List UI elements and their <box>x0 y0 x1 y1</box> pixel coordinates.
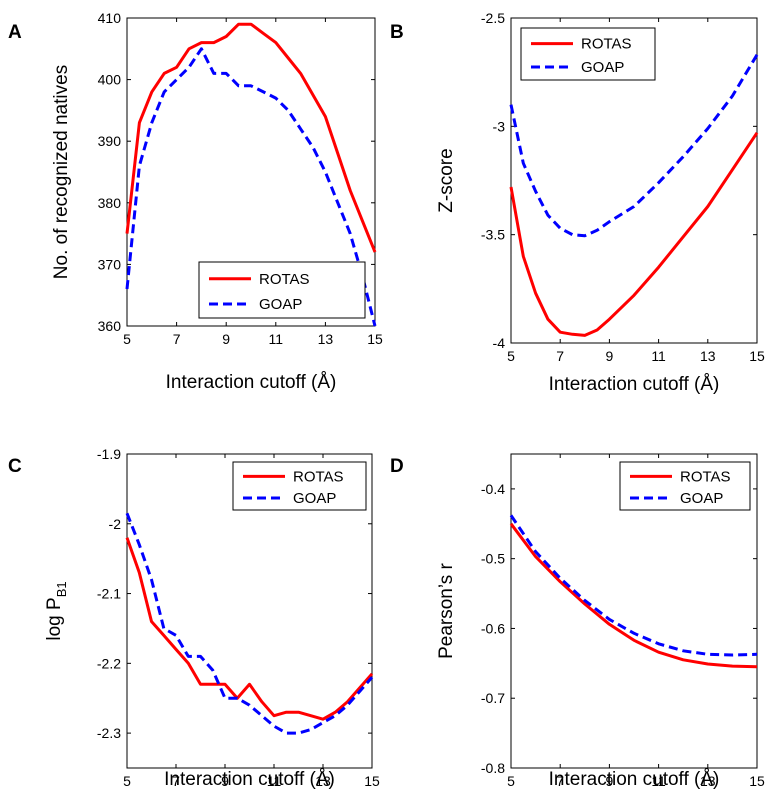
x-tick-label: 15 <box>367 331 383 347</box>
x-tick-label: 5 <box>123 331 131 347</box>
legend-label-rotas: ROTAS <box>581 36 632 53</box>
y-axis-label-subscript: B1 <box>54 581 69 597</box>
y-tick-label: -2.1 <box>97 586 121 602</box>
x-tick-label: 7 <box>172 773 180 789</box>
legend-label-rotas: ROTAS <box>259 271 310 288</box>
y-tick-label: -2.5 <box>481 10 505 26</box>
y-tick-label: -0.7 <box>481 690 505 706</box>
legend-label-rotas: ROTAS <box>680 468 731 485</box>
y-tick-label: -0.5 <box>481 551 505 567</box>
y-axis-label: log PB1 <box>44 581 69 640</box>
series-line-goap <box>125 47 377 327</box>
panel-letter: B <box>390 22 404 43</box>
x-tick-label: 11 <box>651 773 666 789</box>
legend: ROTAS GOAP <box>232 461 367 511</box>
y-tick-label: 370 <box>98 256 122 272</box>
plot-area <box>126 453 373 769</box>
legend-label-goap: GOAP <box>259 296 302 313</box>
y-tick-label: 380 <box>98 195 122 211</box>
x-tick-label: 5 <box>123 773 131 789</box>
series-line-goap <box>509 54 759 238</box>
panel-a: 5 7 9 11 13 15 360 370 380 390 400 410 ROTAS GOAP Inte… <box>8 10 383 393</box>
x-tick-label: 7 <box>173 331 181 347</box>
x-tick-label: 9 <box>606 773 614 789</box>
x-tick-label: 9 <box>222 331 230 347</box>
legend: ROTAS GOAP <box>520 27 656 81</box>
legend-box <box>619 461 751 511</box>
x-tick-label: 11 <box>269 331 284 347</box>
x-tick-label: 13 <box>315 773 331 789</box>
x-axis-label: Interaction cutoff (Å) <box>166 372 337 393</box>
x-axis-label: Interaction cutoff (Å) <box>164 769 335 790</box>
series-line-rotas <box>125 537 374 721</box>
panel-c: 5 7 9 11 13 15 -2.3 -2.2 -2.1 -2 -1.9 ROTAS GOAP Inte… <box>8 446 380 790</box>
x-tick-label: 11 <box>651 348 666 364</box>
y-tick-label: 390 <box>98 133 122 149</box>
x-tick-label: 7 <box>556 773 564 789</box>
legend: ROTAS GOAP <box>198 261 366 319</box>
legend-box <box>232 461 367 511</box>
legend: ROTAS GOAP <box>619 461 751 511</box>
y-tick-label: -0.8 <box>481 760 505 776</box>
x-axis-label: Interaction cutoff (Å) <box>549 769 720 790</box>
x-tick-label: 9 <box>606 348 614 364</box>
y-tick-label: -2 <box>109 516 122 532</box>
x-tick-label: 15 <box>749 773 765 789</box>
y-tick-label: 410 <box>98 10 122 26</box>
y-tick-label: 400 <box>98 72 122 88</box>
x-tick-label: 13 <box>318 331 334 347</box>
y-axis-label-main: log P <box>44 597 65 640</box>
y-tick-label: -0.4 <box>481 481 505 497</box>
series-line-goap <box>509 514 758 657</box>
series-line-rotas <box>125 22 377 253</box>
x-tick-label: 7 <box>556 348 564 364</box>
legend-label-rotas: ROTAS <box>293 468 344 485</box>
legend-label-goap: GOAP <box>581 59 624 76</box>
y-tick-label: 360 <box>98 318 122 334</box>
x-tick-label: 5 <box>507 348 515 364</box>
plot-area <box>126 17 376 327</box>
x-tick-label: 5 <box>507 773 515 789</box>
series-line-rotas <box>509 522 758 669</box>
y-tick-label: -1.9 <box>97 446 121 462</box>
plot-area <box>510 453 758 769</box>
x-tick-label: 15 <box>749 348 765 364</box>
x-tick-label: 9 <box>221 773 229 789</box>
y-tick-label: -0.6 <box>481 620 505 636</box>
x-tick-label: 13 <box>700 348 716 364</box>
x-tick-label: 11 <box>267 773 282 789</box>
y-axis-label: Pearson’s r <box>436 562 457 658</box>
y-axis-label: No. of recognized natives <box>51 65 72 279</box>
y-tick-label: -4 <box>493 335 506 351</box>
legend-box <box>198 261 366 319</box>
legend-label-goap: GOAP <box>293 490 336 507</box>
panel-letter: D <box>390 456 404 477</box>
y-tick-label: -3.5 <box>481 227 505 243</box>
y-tick-label: -2.3 <box>97 725 121 741</box>
x-tick-label: 15 <box>364 773 380 789</box>
panel-letter: A <box>8 22 22 43</box>
legend-label-goap: GOAP <box>680 490 723 507</box>
panel-d: 5 7 9 11 13 15 -0.8 -0.7 -0.6 -0.5 -0.4 ROTAS GOAP In… <box>390 453 765 790</box>
y-tick-label: -3 <box>493 118 506 134</box>
panel-b: 5 7 9 11 13 15 -4 -3.5 -3 -2.5 ROTAS GOAP Interactio… <box>390 10 765 395</box>
series-line-rotas <box>509 131 759 337</box>
x-tick-label: 13 <box>700 773 716 789</box>
legend-box <box>520 27 656 81</box>
x-axis-label: Interaction cutoff (Å) <box>549 374 720 395</box>
y-axis-label: Z-score <box>436 148 457 212</box>
plot-area <box>510 17 758 344</box>
series-line-goap <box>125 512 374 735</box>
y-tick-label: -2.2 <box>97 655 121 671</box>
panel-letter: C <box>8 456 22 477</box>
